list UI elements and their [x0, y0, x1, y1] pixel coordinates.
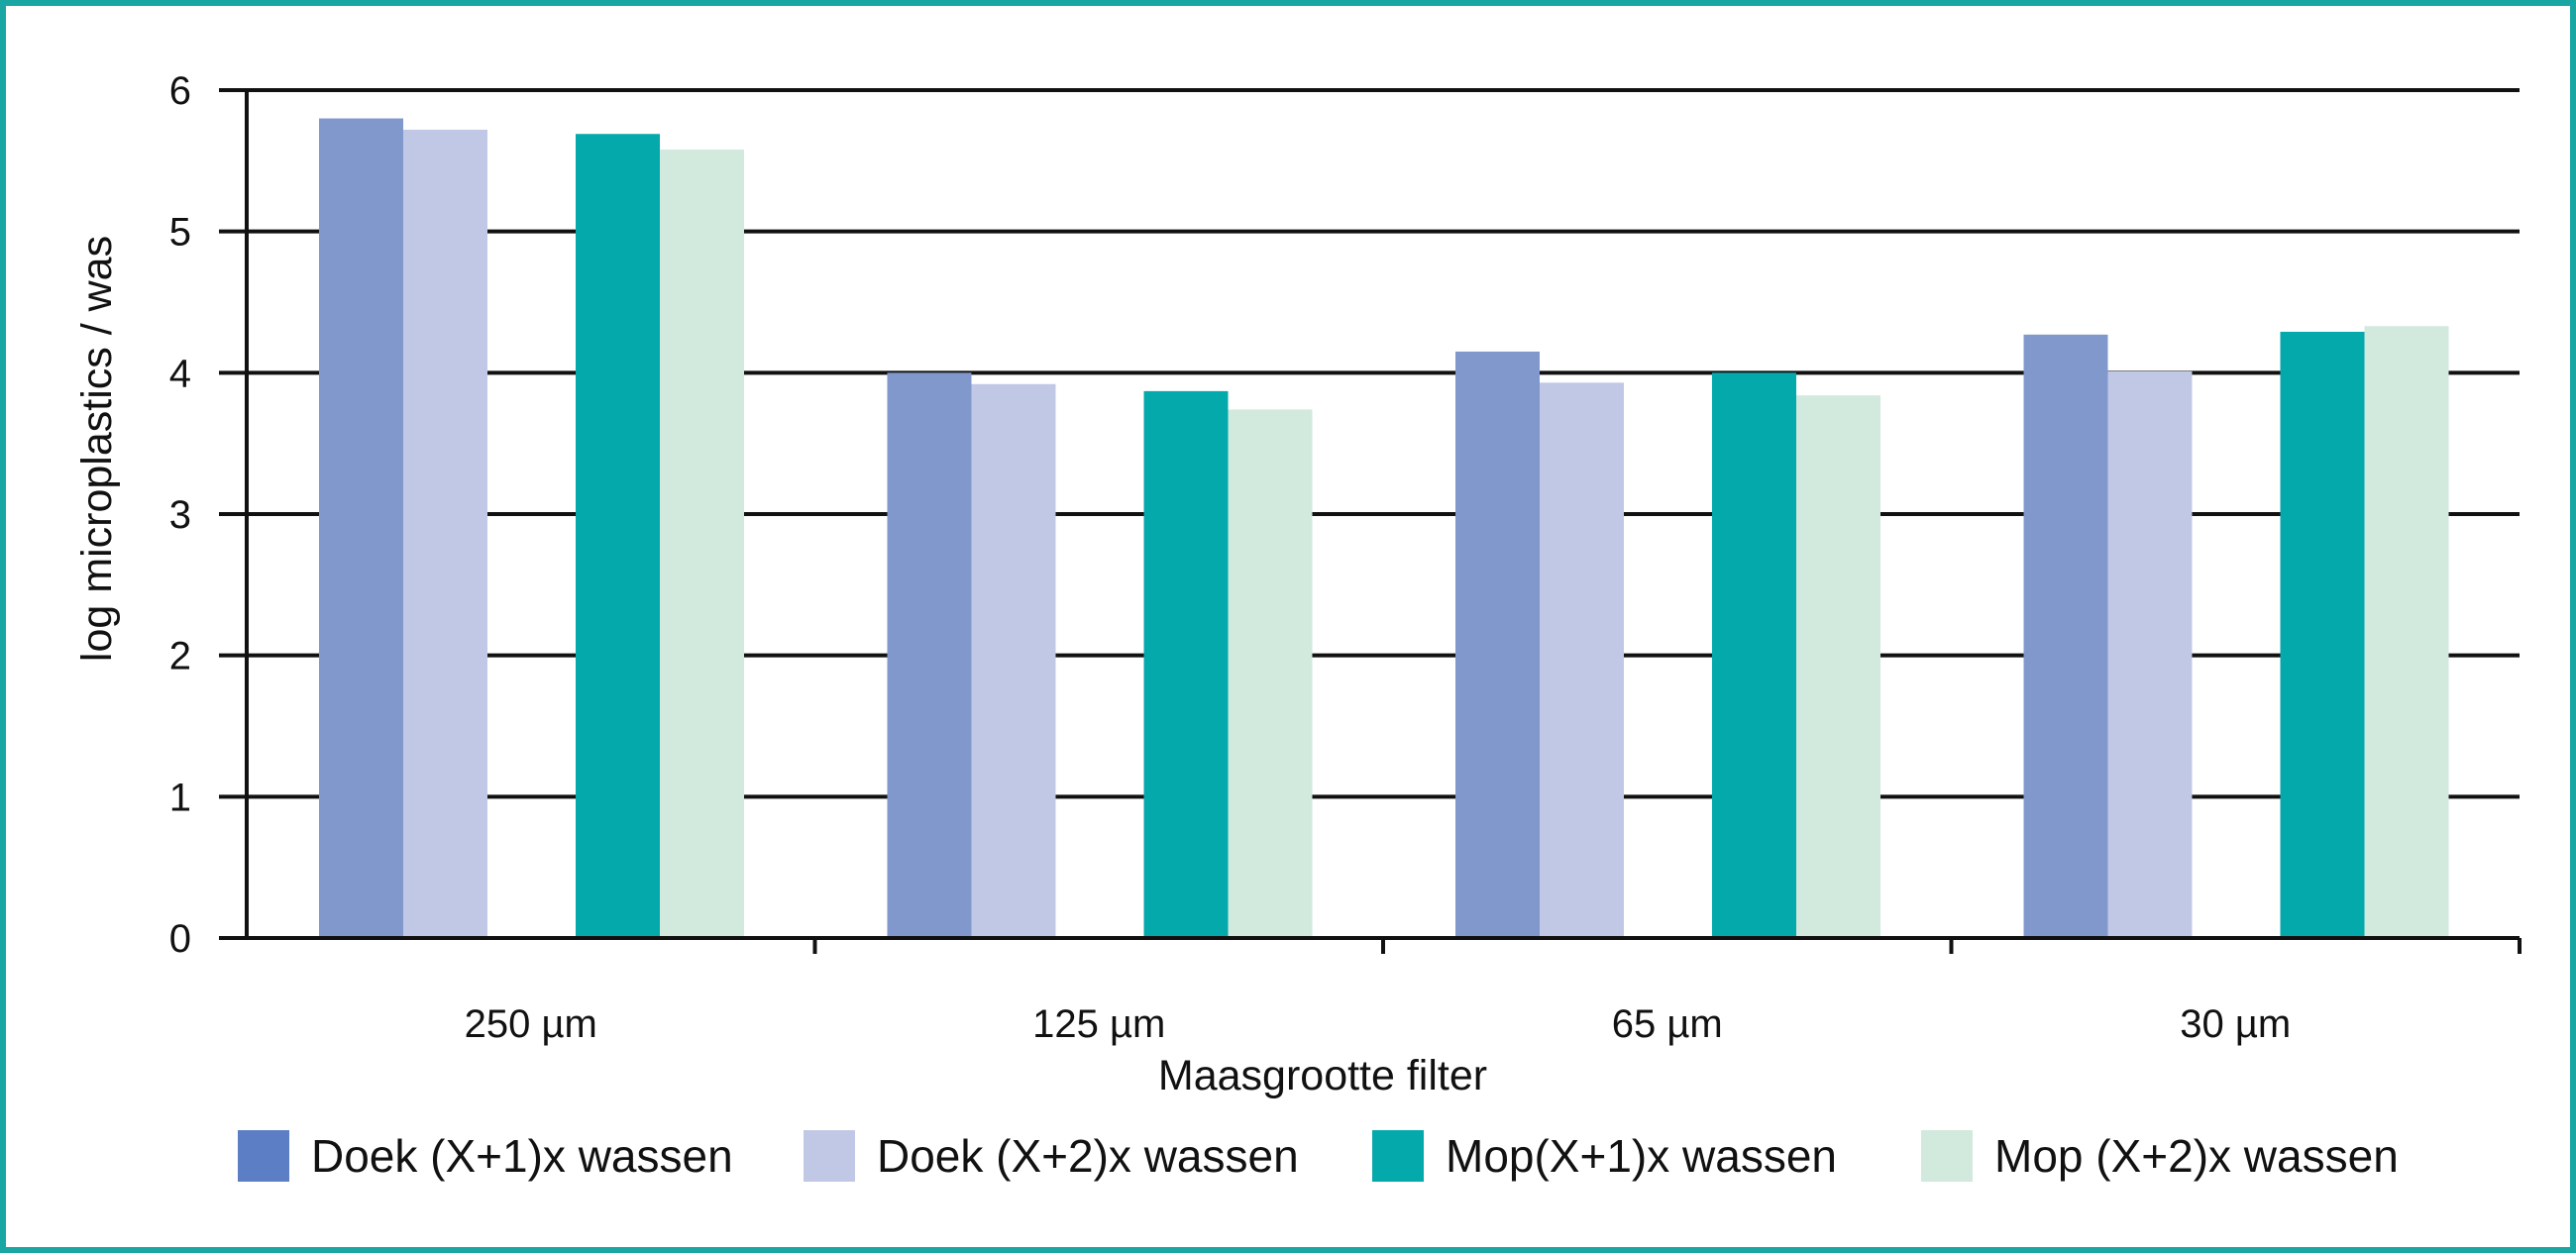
bar-3-3: [1712, 372, 1796, 938]
legend-label-3: Mop(X+1)x wassen: [1446, 1130, 1837, 1182]
y-tick-label: 4: [169, 352, 191, 395]
x-tick-label: 30 µm: [2180, 1002, 2291, 1046]
bar-4-1: [660, 149, 744, 939]
legend-swatch-3: [1372, 1130, 1424, 1182]
y-tick-label: 0: [169, 917, 191, 961]
y-tick-label: 3: [169, 493, 191, 537]
bar-3-1: [576, 134, 660, 938]
legend-label-4: Mop (X+2)x wassen: [1994, 1130, 2399, 1182]
bar-2-2: [971, 383, 1056, 938]
y-axis-title: log microplastics / was: [73, 236, 121, 662]
bar-2-3: [1540, 382, 1624, 938]
bar-3-2: [1143, 390, 1229, 938]
y-tick-label: 1: [169, 776, 191, 819]
legend-swatch-4: [1921, 1130, 1973, 1182]
x-tick-label: 65 µm: [1612, 1002, 1723, 1046]
bar-2-4: [2107, 370, 2193, 938]
x-tick-labels: 250 µm 125 µm 65 µm 30 µm: [465, 1002, 2292, 1046]
x-tick-label: 125 µm: [1032, 1002, 1165, 1046]
bar-1-4: [2023, 334, 2108, 938]
y-tick-label: 5: [169, 211, 191, 255]
y-tick-label: 2: [169, 635, 191, 679]
bar-chart: 0 1 2 3 4 5 6 250 µm 125 µm 65 µm 30 µm log micro…: [73, 69, 2522, 1182]
legend-label-1: Doek (X+1)x wassen: [311, 1130, 733, 1182]
y-tick-label: 6: [169, 69, 191, 113]
bar-3-4: [2280, 331, 2365, 939]
bar-1-1: [319, 118, 403, 939]
x-tick-label: 250 µm: [465, 1002, 597, 1046]
bar-2-1: [403, 129, 487, 938]
bar-4-4: [2364, 326, 2449, 939]
x-axis-title: Maasgrootte filter: [1158, 1052, 1487, 1099]
bar-4-3: [1796, 395, 1880, 938]
bar-series: [319, 118, 2449, 939]
bar-1-3: [1455, 351, 1540, 938]
legend-swatch-2: [804, 1130, 855, 1182]
legend-label-2: Doek (X+2)x wassen: [877, 1130, 1299, 1182]
bar-4-2: [1228, 409, 1313, 939]
axes: [219, 88, 2522, 954]
legend: Doek (X+1)x wassen Doek (X+2)x wassen Mop(…: [238, 1130, 2399, 1182]
y-tick-labels: 0 1 2 3 4 5 6: [169, 69, 191, 961]
bar-1-2: [887, 372, 972, 938]
legend-swatch-1: [238, 1130, 289, 1182]
